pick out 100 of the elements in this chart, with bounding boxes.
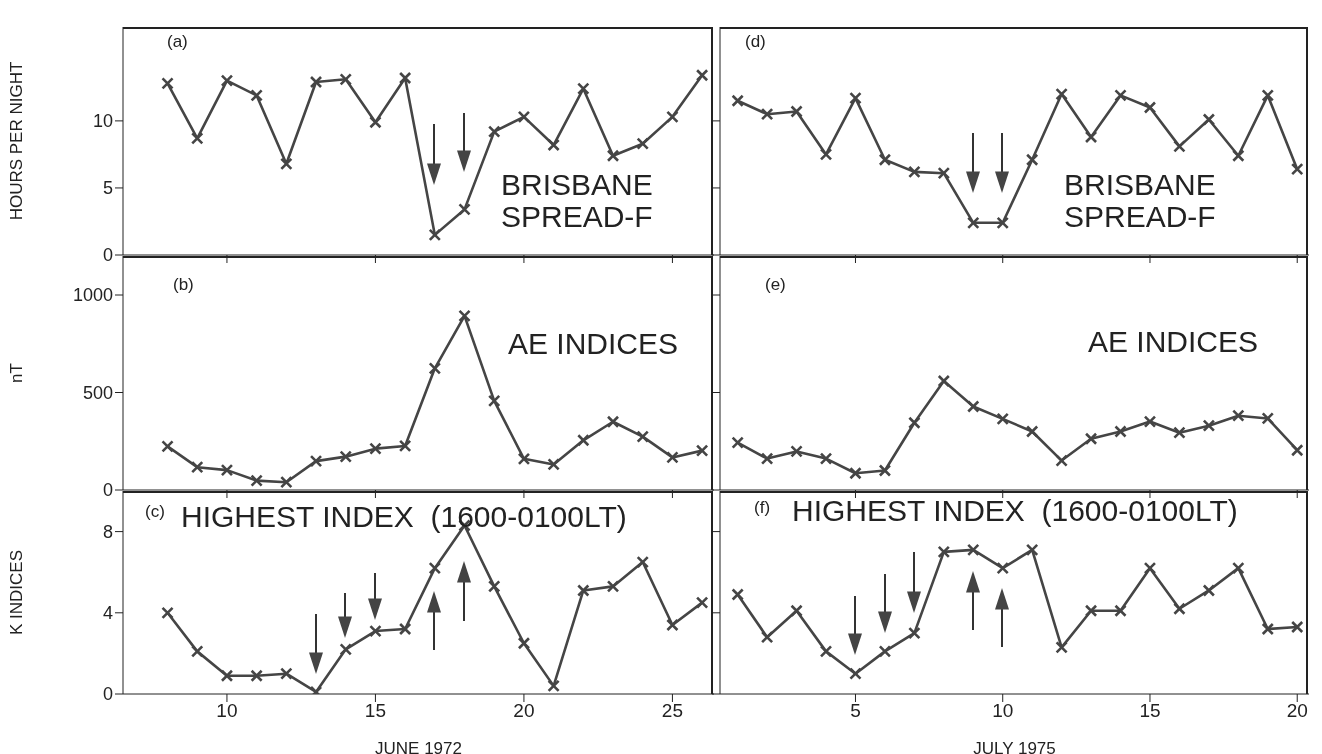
x-tick-label: 10 [216, 700, 238, 722]
x-tick-label: 15 [1139, 700, 1161, 722]
point [398, 71, 412, 85]
point [1025, 425, 1039, 438]
x-tick-label: 20 [513, 700, 535, 722]
point [309, 454, 323, 468]
point [428, 561, 442, 575]
point [1173, 140, 1186, 153]
y-axis-title: nT [7, 363, 27, 383]
point [1261, 412, 1275, 425]
point [966, 400, 980, 413]
point [161, 77, 174, 90]
annotation: (b) [173, 275, 194, 294]
point [878, 464, 892, 477]
annotation: (f) [754, 498, 771, 517]
point [695, 444, 709, 457]
point [996, 412, 1010, 426]
annotation: AE INDICES [508, 327, 679, 360]
x-tick-label: 5 [850, 700, 861, 722]
point [280, 157, 293, 171]
point [731, 436, 744, 449]
point [369, 624, 382, 638]
point [606, 415, 620, 429]
point [517, 636, 531, 650]
point [1084, 604, 1098, 618]
point [487, 580, 501, 593]
y-tick-label: 4 [102, 603, 113, 624]
y-tick-label: 0 [102, 245, 113, 266]
point [339, 643, 353, 656]
x-axis-title: JULY 1975 [973, 739, 1056, 754]
point [908, 626, 921, 640]
point [517, 110, 531, 124]
point [1025, 153, 1039, 167]
point [398, 622, 412, 636]
point [1084, 130, 1098, 144]
point [636, 555, 650, 569]
point [819, 148, 833, 161]
x-tick-label: 20 [1286, 700, 1308, 722]
point [220, 74, 234, 87]
point [577, 433, 590, 447]
point [547, 679, 560, 693]
annotation: AE INDICES [1088, 325, 1259, 358]
point [487, 125, 501, 138]
point [636, 137, 650, 150]
annotation: (c) [145, 502, 165, 521]
x-tick-label: 10 [992, 700, 1014, 722]
point [458, 203, 471, 216]
point [1114, 604, 1127, 618]
point [819, 645, 833, 658]
point [190, 645, 204, 658]
point [1202, 113, 1216, 126]
point [369, 442, 382, 455]
point [1114, 89, 1127, 102]
point [790, 105, 803, 118]
point [849, 466, 862, 480]
x-tick-label: 25 [661, 700, 683, 722]
point [760, 107, 774, 121]
y-tick-label: 0 [102, 684, 113, 705]
point [849, 91, 862, 105]
point [309, 75, 323, 89]
point [1173, 426, 1186, 439]
point [636, 430, 650, 443]
point [339, 73, 353, 86]
point [1055, 87, 1068, 101]
y-axis-title: HOURS PER NIGHT [7, 61, 27, 221]
point [1290, 162, 1304, 176]
point [1232, 561, 1245, 575]
point [1025, 543, 1039, 557]
point [250, 474, 263, 487]
point [220, 463, 234, 477]
point [937, 166, 951, 180]
point [790, 445, 803, 458]
point [220, 669, 234, 683]
point [760, 630, 774, 644]
point [996, 561, 1010, 575]
point [1261, 89, 1275, 102]
point [161, 440, 174, 453]
annotation: BRISBANE SPREAD-F [1064, 168, 1216, 233]
point [547, 458, 560, 471]
point [190, 460, 204, 474]
point [695, 596, 709, 609]
annotation: (e) [765, 275, 786, 294]
annotation: BRISBANE SPREAD-F [501, 168, 653, 233]
point [1143, 415, 1157, 428]
point [517, 452, 531, 466]
point [280, 667, 293, 680]
annotation: HIGHEST INDEX (1600-0100LT) [181, 500, 627, 533]
point [937, 374, 951, 388]
point [1202, 584, 1216, 597]
point [1114, 425, 1127, 438]
point [695, 68, 709, 82]
point [966, 216, 980, 230]
point [731, 588, 744, 601]
point [339, 450, 353, 463]
point [1202, 419, 1216, 432]
point [760, 452, 774, 465]
point [1290, 443, 1304, 457]
x-axis-title: JUNE 1972 [375, 739, 462, 754]
point [280, 475, 293, 489]
point [487, 394, 501, 408]
